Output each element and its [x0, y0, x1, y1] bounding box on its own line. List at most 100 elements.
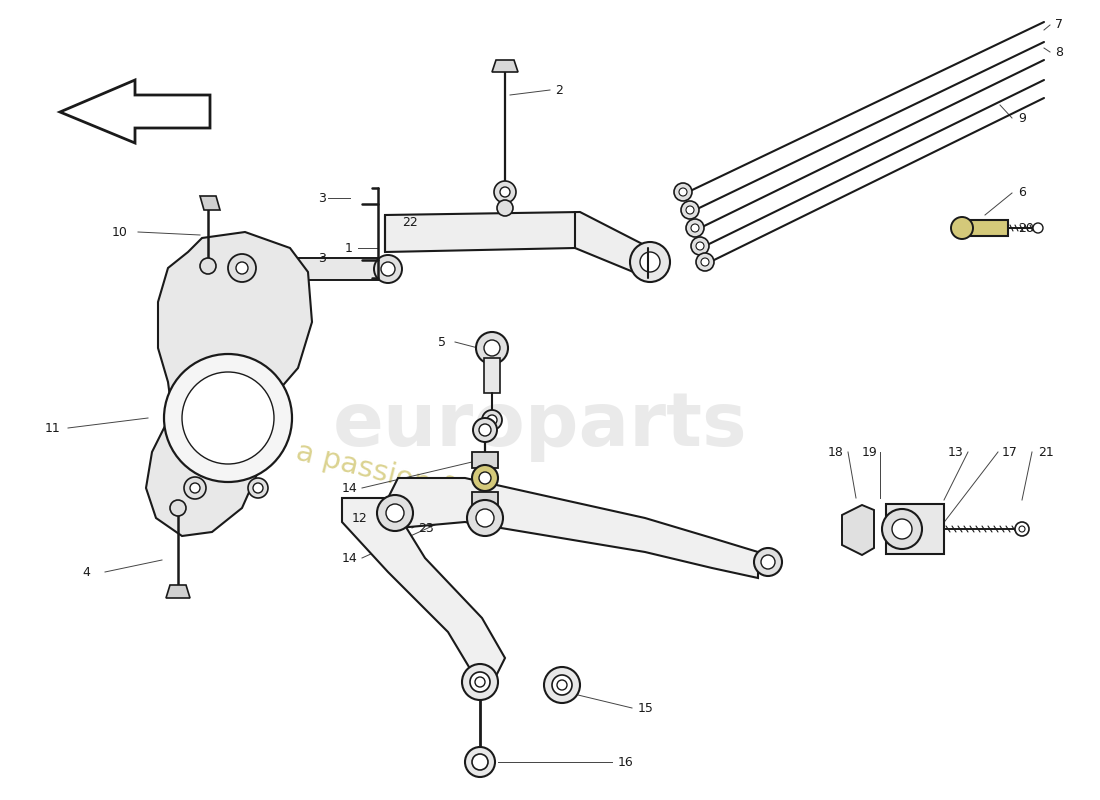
Text: 3: 3 — [318, 191, 326, 205]
Text: europarts: europarts — [332, 389, 747, 462]
Text: 1: 1 — [345, 242, 353, 254]
Polygon shape — [200, 196, 220, 210]
Polygon shape — [166, 585, 190, 598]
Circle shape — [462, 664, 498, 700]
Circle shape — [681, 201, 698, 219]
Polygon shape — [492, 60, 518, 72]
Circle shape — [164, 354, 292, 482]
Text: 8: 8 — [1055, 46, 1063, 58]
Circle shape — [701, 258, 710, 266]
Circle shape — [552, 675, 572, 695]
Circle shape — [386, 504, 404, 522]
Circle shape — [484, 340, 500, 356]
Circle shape — [674, 183, 692, 201]
Circle shape — [544, 667, 580, 703]
Circle shape — [696, 253, 714, 271]
Circle shape — [686, 206, 694, 214]
Text: 22: 22 — [402, 215, 418, 229]
Circle shape — [468, 500, 503, 536]
Text: 7: 7 — [1055, 18, 1063, 31]
Text: 6: 6 — [1018, 186, 1026, 199]
Circle shape — [470, 672, 490, 692]
Text: 9: 9 — [1018, 111, 1026, 125]
Circle shape — [236, 262, 248, 274]
Circle shape — [754, 548, 782, 576]
Text: a passion for parts since 1985: a passion for parts since 1985 — [293, 438, 727, 572]
Text: 18: 18 — [828, 446, 844, 458]
Circle shape — [476, 332, 508, 364]
Circle shape — [482, 410, 502, 430]
Circle shape — [691, 237, 710, 255]
Circle shape — [630, 242, 670, 282]
Text: 14: 14 — [342, 551, 358, 565]
Text: 11: 11 — [45, 422, 60, 434]
Circle shape — [1015, 522, 1028, 536]
Text: 2: 2 — [556, 83, 563, 97]
Circle shape — [892, 519, 912, 539]
Polygon shape — [342, 498, 505, 678]
Text: 14: 14 — [342, 482, 358, 494]
Text: 17: 17 — [1002, 446, 1018, 458]
Circle shape — [472, 754, 488, 770]
Circle shape — [170, 500, 186, 516]
Polygon shape — [60, 80, 210, 143]
Bar — [258, 258, 388, 280]
Circle shape — [248, 478, 268, 498]
Text: 3: 3 — [318, 251, 326, 265]
Circle shape — [377, 495, 412, 531]
Text: 15: 15 — [638, 702, 653, 714]
Polygon shape — [388, 478, 758, 578]
Circle shape — [228, 254, 256, 282]
Circle shape — [256, 255, 284, 283]
Circle shape — [497, 200, 513, 216]
Bar — [960, 220, 1008, 236]
Text: 16: 16 — [618, 755, 634, 769]
Text: 19: 19 — [862, 446, 878, 458]
Circle shape — [761, 555, 776, 569]
Bar — [472, 452, 498, 468]
Bar — [484, 358, 500, 393]
Text: 13: 13 — [948, 446, 964, 458]
Circle shape — [691, 224, 698, 232]
Circle shape — [263, 262, 277, 276]
Circle shape — [253, 483, 263, 493]
Circle shape — [849, 522, 864, 536]
Polygon shape — [385, 212, 658, 278]
Text: 20: 20 — [1018, 222, 1034, 234]
Circle shape — [952, 217, 974, 239]
Circle shape — [478, 424, 491, 436]
Circle shape — [1033, 223, 1043, 233]
Circle shape — [842, 515, 870, 543]
Circle shape — [640, 252, 660, 272]
Circle shape — [200, 258, 216, 274]
Polygon shape — [842, 505, 874, 555]
Circle shape — [686, 219, 704, 237]
Circle shape — [472, 465, 498, 491]
Circle shape — [182, 372, 274, 464]
Circle shape — [465, 747, 495, 777]
Circle shape — [478, 472, 491, 484]
Text: 12: 12 — [352, 511, 367, 525]
Circle shape — [374, 255, 401, 283]
Circle shape — [1019, 526, 1025, 532]
Circle shape — [882, 509, 922, 549]
Circle shape — [473, 418, 497, 442]
Circle shape — [494, 181, 516, 203]
Circle shape — [557, 680, 566, 690]
Circle shape — [679, 188, 688, 196]
Circle shape — [475, 677, 485, 687]
Text: 10: 10 — [112, 226, 128, 238]
Polygon shape — [146, 232, 312, 536]
Text: 5: 5 — [438, 335, 446, 349]
Text: 23: 23 — [418, 522, 433, 534]
Circle shape — [190, 483, 200, 493]
Text: 4: 4 — [82, 566, 90, 578]
Circle shape — [476, 509, 494, 527]
Circle shape — [184, 477, 206, 499]
Circle shape — [500, 187, 510, 197]
Bar — [886, 504, 944, 554]
Bar — [472, 492, 498, 508]
Text: 21: 21 — [1038, 446, 1054, 458]
Circle shape — [487, 415, 497, 425]
Circle shape — [696, 242, 704, 250]
